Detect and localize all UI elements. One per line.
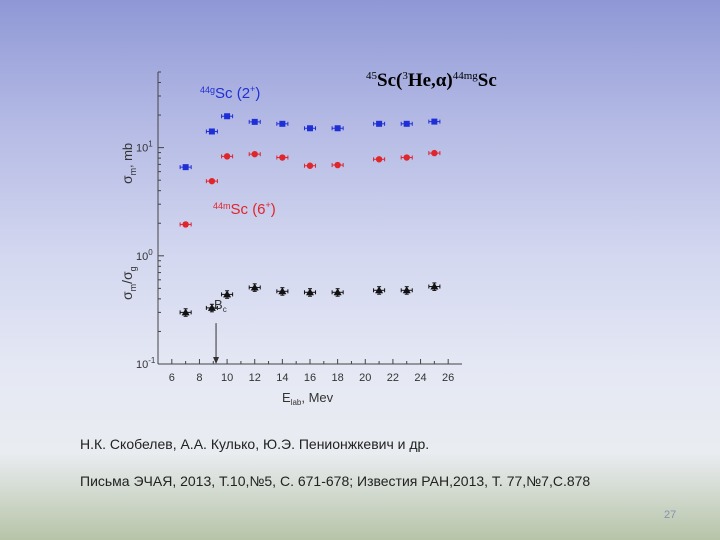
data-point bbox=[224, 113, 231, 120]
data-point bbox=[181, 308, 190, 316]
x-tick-label: 6 bbox=[169, 372, 175, 384]
data-point bbox=[431, 118, 438, 125]
chart-marks bbox=[179, 113, 441, 317]
y-axis-label-ratio: σm/σg bbox=[119, 266, 138, 300]
series-label-44g: 44gSc (2+) bbox=[200, 84, 260, 102]
x-tick-label: 26 bbox=[442, 372, 454, 384]
chart-title-text: 45Sc(3He,α)44mgSc bbox=[366, 70, 497, 91]
chart-labels: Elab, Mev σm/σg σm, mb 44gSc (2+) 44mSc (6+)… bbox=[119, 84, 334, 407]
y-tick-label: 10-1 bbox=[136, 356, 156, 371]
y-axis-label-cross-section: σm, mb bbox=[119, 143, 138, 184]
authors-caption: Н.К. Скобелев, А.А. Кулько, Ю.Э. Пенионж… bbox=[80, 436, 430, 452]
reference-caption: Письма ЭЧАЯ, 2013, Т.10,№5, С. 671-678; … bbox=[80, 473, 591, 489]
x-tick-label: 14 bbox=[276, 372, 288, 384]
data-point bbox=[306, 288, 314, 296]
series-2 bbox=[179, 282, 441, 317]
data-point bbox=[431, 149, 438, 157]
y-tick-label: 101 bbox=[136, 140, 153, 155]
data-point bbox=[182, 164, 189, 171]
chart-axes: 6 8 10 12 14 16 18 20 22 24 26 10-1 100 101 bbox=[136, 71, 462, 384]
data-point bbox=[375, 156, 383, 163]
data-point bbox=[306, 162, 314, 169]
x-tick-label: 8 bbox=[196, 372, 202, 384]
data-point bbox=[207, 303, 216, 311]
x-tick-label: 12 bbox=[249, 372, 261, 384]
x-axis-label: Elab, Mev bbox=[282, 390, 334, 407]
data-point bbox=[182, 221, 189, 228]
data-point bbox=[307, 125, 313, 132]
page-number: 27 bbox=[664, 509, 677, 521]
data-point bbox=[403, 120, 410, 127]
data-point bbox=[375, 286, 384, 294]
x-tick-label: 16 bbox=[304, 372, 316, 384]
x-tick-label: 20 bbox=[359, 372, 371, 384]
x-tick-label: 10 bbox=[221, 372, 233, 384]
series-1 bbox=[179, 149, 441, 228]
series-0 bbox=[179, 113, 441, 171]
data-point bbox=[403, 154, 410, 161]
data-point bbox=[250, 283, 259, 291]
data-point bbox=[279, 154, 286, 161]
data-point bbox=[334, 125, 341, 132]
data-point bbox=[223, 290, 232, 298]
x-tick-label: 24 bbox=[414, 372, 426, 384]
series-label-44m: 44mSc (6+) bbox=[213, 200, 276, 218]
annotation-arrow-head bbox=[213, 357, 220, 364]
data-point bbox=[279, 120, 286, 127]
data-point bbox=[208, 177, 216, 185]
data-point bbox=[334, 161, 341, 169]
chart-title: 45Sc(3He,α)44mgSc bbox=[366, 70, 497, 91]
x-tick-label: 18 bbox=[332, 372, 344, 384]
data-point bbox=[223, 153, 231, 160]
data-point bbox=[333, 288, 342, 296]
y-axis-label: σm/σg σm, mb bbox=[119, 143, 138, 300]
data-point bbox=[402, 286, 411, 294]
x-tick-label: 22 bbox=[387, 372, 399, 384]
data-point bbox=[251, 118, 258, 125]
annotation-bc: Bc bbox=[214, 297, 227, 314]
y-tick-label: 100 bbox=[136, 248, 153, 263]
data-point bbox=[278, 287, 287, 295]
data-point bbox=[430, 282, 439, 290]
data-point bbox=[208, 128, 215, 135]
data-point bbox=[376, 120, 383, 127]
data-point bbox=[251, 150, 258, 158]
